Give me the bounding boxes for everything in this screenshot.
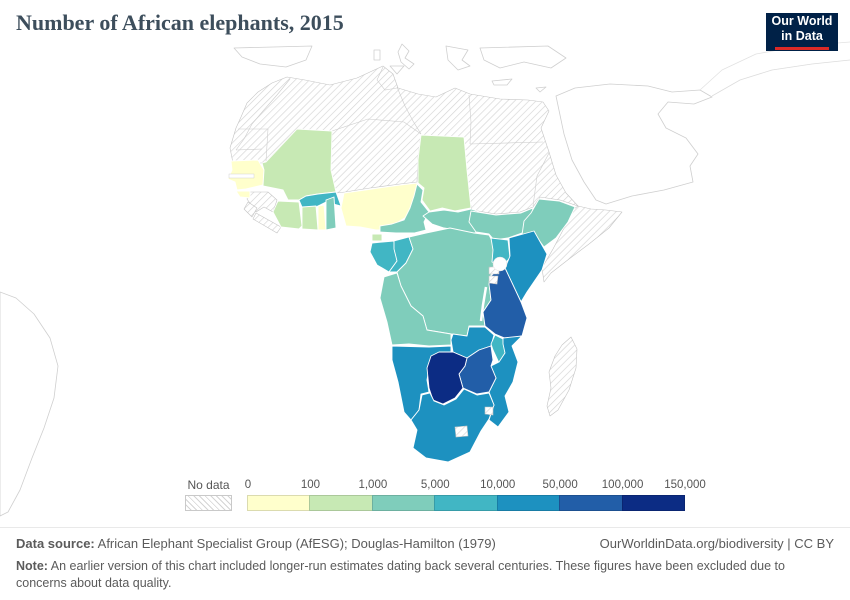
country-equatorial-guinea[interactable]	[371, 233, 383, 242]
chart-note: Note: An earlier version of this chart i…	[16, 558, 834, 593]
country-cote-divoire[interactable]	[272, 200, 303, 230]
page-title: Number of African elephants, 2015	[16, 10, 344, 35]
legend-swatch-4[interactable]	[496, 495, 561, 511]
map-legend: No data 0 100 1,000 5,000 10,000 50,000 100,00…	[185, 478, 706, 511]
country-togo[interactable]	[317, 204, 327, 231]
outline-sardinia	[373, 49, 381, 61]
lake-tanganyika	[479, 286, 488, 322]
data-source-label: Data source:	[16, 536, 95, 551]
outline-sicily	[389, 65, 405, 75]
note-text: An earlier version of this chart include…	[16, 558, 785, 591]
country-benin[interactable]	[325, 196, 337, 231]
legend-tick: 5,000	[420, 479, 450, 491]
country-angola[interactable]	[379, 272, 452, 347]
outline-iberia	[233, 45, 313, 68]
owid-logo[interactable]: Our World in Data	[766, 13, 838, 51]
data-source-line: Data source: African Elephant Specialist…	[16, 535, 496, 553]
region-north-africa-no-data[interactable]	[229, 65, 579, 215]
legend-swatch-0[interactable]	[247, 495, 311, 511]
country-chad[interactable]	[417, 134, 472, 212]
sahara-country-borders	[235, 66, 550, 207]
country-madagascar[interactable]	[546, 336, 578, 417]
legend-tick: 0	[244, 479, 252, 491]
legend-color-bar	[247, 495, 685, 511]
country-tanzania[interactable]	[482, 267, 528, 340]
outline-turkey	[479, 45, 567, 69]
outline-crete	[491, 78, 513, 86]
country-guinea-bissau[interactable]	[235, 190, 251, 199]
legend-tick: 150,000	[664, 479, 706, 491]
legend-tick: 100,000	[601, 479, 644, 491]
legend-ticks: 0 100 1,000 5,000 10,000 50,000 100,000 150,000	[244, 479, 706, 495]
logo-red-bar	[775, 47, 829, 50]
country-botswana[interactable]	[426, 351, 468, 405]
note-label: Note:	[16, 558, 48, 573]
logo-line-1: Our World	[771, 14, 833, 28]
legend-swatch-2[interactable]	[371, 495, 436, 511]
country-lesotho[interactable]	[454, 425, 469, 438]
legend-swatch-6[interactable]	[621, 495, 685, 511]
legend-swatch-3[interactable]	[434, 495, 498, 511]
logo-line-2: in Data	[781, 29, 823, 43]
country-south-sudan[interactable]	[468, 207, 534, 241]
outline-iran-coast	[711, 59, 850, 97]
lake-victoria	[492, 256, 508, 272]
legend-no-data-label: No data	[187, 478, 230, 492]
country-namibia[interactable]	[391, 345, 452, 421]
country-ghana[interactable]	[301, 205, 319, 231]
outline-south-america	[0, 291, 59, 517]
legend-no-data-swatch[interactable]	[185, 495, 232, 511]
outline-arabian-peninsula	[555, 83, 713, 205]
citation-link[interactable]: OurWorldinData.org/biodiversity | CC BY	[599, 536, 834, 551]
country-cameroon[interactable]	[379, 183, 430, 234]
country-sierra-leone[interactable]	[243, 201, 258, 218]
outline-cyprus	[535, 86, 547, 93]
country-gambia[interactable]	[228, 173, 255, 179]
legend-tick: 1,000	[358, 479, 388, 491]
country-kenya[interactable]	[504, 230, 548, 303]
country-burundi[interactable]	[488, 275, 499, 285]
legend-tick: 100	[300, 479, 321, 491]
outline-greece	[445, 45, 471, 71]
country-liberia[interactable]	[252, 212, 282, 234]
legend-tick: 10,000	[480, 479, 516, 491]
legend-tick: 50,000	[542, 479, 578, 491]
legend-swatch-5[interactable]	[559, 495, 623, 511]
country-mozambique[interactable]	[488, 335, 523, 428]
country-south-africa[interactable]	[410, 388, 495, 463]
data-source-text: African Elephant Specialist Group (AfESG…	[94, 536, 496, 551]
country-eswatini[interactable]	[484, 406, 494, 416]
chart-footer: Data source: African Elephant Specialist…	[0, 527, 850, 593]
outline-italy	[397, 43, 415, 70]
legend-swatch-1[interactable]	[309, 495, 373, 511]
